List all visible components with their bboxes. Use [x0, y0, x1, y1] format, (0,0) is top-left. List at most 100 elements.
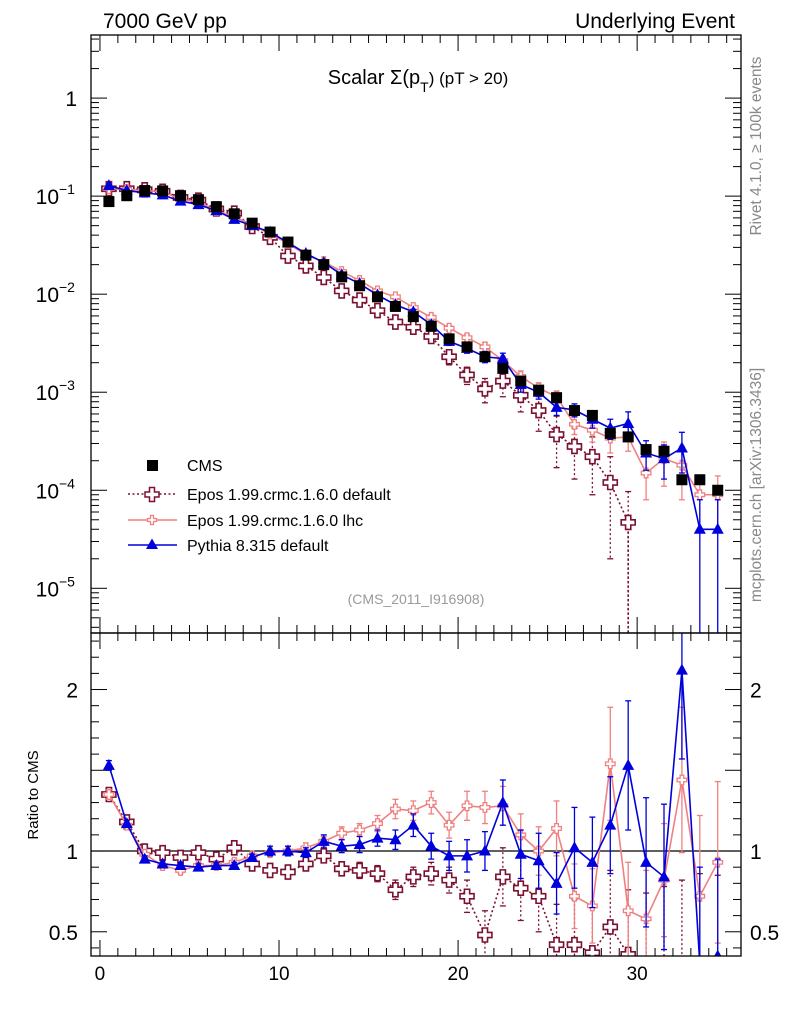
pythia-marker — [102, 179, 115, 191]
cms-data-point — [103, 196, 115, 208]
y-tick-exponent: −2 — [59, 279, 75, 295]
epos-default-marker — [351, 292, 368, 308]
cms-data-point — [246, 217, 258, 229]
y-tick-label: 10 — [36, 382, 59, 405]
epos-default-marker — [495, 869, 511, 885]
cms-data-point — [712, 484, 724, 496]
pythia-marker — [299, 846, 312, 858]
epos-lhc-marker — [425, 797, 437, 809]
pythia-marker — [568, 841, 581, 853]
epos-default-marker — [423, 865, 440, 882]
pythia-marker — [478, 844, 491, 856]
epos-lhc-marker — [354, 824, 366, 836]
epos-default-marker — [280, 864, 296, 880]
pythia-marker — [192, 860, 205, 872]
header-right: Underlying Event — [575, 10, 735, 33]
epos-default-marker — [459, 888, 475, 905]
epos-lhc-marker — [461, 332, 473, 344]
epos-default-marker — [369, 865, 386, 882]
epos-default-marker — [315, 269, 332, 286]
cms-data-point — [640, 444, 652, 456]
pythia-marker — [228, 859, 241, 871]
epos-default-marker — [333, 283, 350, 299]
epos-lhc-marker — [551, 822, 563, 834]
y-tick-exponent: −4 — [59, 475, 75, 491]
ratio-y-tick-label: 2 — [66, 680, 78, 703]
cms-data-point — [300, 249, 312, 261]
epos-default-marker — [405, 319, 422, 336]
cms-data-point — [551, 392, 563, 404]
epos-lhc-marker — [694, 489, 706, 501]
epos-default-marker — [548, 426, 565, 443]
legend-marker-epos-lhc — [146, 514, 158, 526]
cms-data-point — [425, 320, 437, 332]
y-tick-exponent: −3 — [59, 377, 75, 393]
pythia-marker — [353, 838, 366, 850]
y-tick-label: 10 — [36, 578, 59, 601]
epos-lhc-marker — [461, 800, 473, 812]
cms-data-point — [533, 384, 545, 396]
cms-data-point — [443, 333, 455, 345]
cms-data-point — [515, 375, 527, 387]
cms-data-point — [282, 236, 294, 248]
pythia-marker — [693, 522, 706, 534]
epos-lhc-ratio-line — [108, 763, 719, 920]
pythia-marker — [694, 958, 706, 969]
epos-lhc-marker — [676, 774, 688, 786]
epos-lhc-marker — [389, 803, 401, 815]
epos-default-marker — [711, 965, 725, 979]
pythia-marker — [317, 834, 330, 846]
epos-default-marker — [566, 936, 583, 953]
legend-label-epos-lhc: Epos 1.99.crmc.1.6.0 lhc — [187, 513, 363, 530]
pythia-marker — [335, 839, 348, 851]
pythia-marker — [281, 844, 294, 856]
pythia-marker — [514, 847, 527, 859]
epos-default-marker — [298, 856, 314, 872]
epos-default-marker — [693, 964, 707, 978]
epos-default-marker — [333, 860, 350, 877]
pythia-marker — [658, 870, 671, 882]
y-tick-label: 10 — [36, 284, 59, 307]
epos-default-marker — [512, 880, 529, 896]
y-tick-label: 1 — [65, 88, 77, 111]
pythia-line — [108, 184, 718, 531]
epos-default-marker — [477, 927, 493, 943]
cms-data-point — [694, 474, 706, 486]
epos-default-marker — [530, 402, 547, 419]
epos-default-marker — [620, 514, 636, 531]
epos-default-marker — [423, 328, 440, 345]
pythia-marker — [102, 758, 115, 770]
epos-default-marker — [584, 944, 601, 956]
epos-default-marker — [405, 869, 422, 885]
cms-data-point — [175, 190, 187, 202]
epos-default-marker — [584, 448, 601, 465]
pythia-marker — [586, 855, 599, 867]
legend-marker-epos-default — [144, 486, 160, 503]
pythia-marker — [246, 850, 259, 862]
epos-default-marker — [459, 367, 475, 383]
x-tick-label: 10 — [268, 964, 289, 985]
epos-default-marker — [602, 474, 619, 491]
ratio-plot-marks — [91, 633, 741, 979]
pythia-marker — [407, 818, 420, 830]
header-left: 7000 GeV pp — [103, 10, 227, 33]
plot-title: Scalar Σ(pT) (pT > 20) — [328, 67, 509, 95]
epos-lhc-marker — [479, 801, 491, 813]
ratio-ylabel: Ratio to CMS — [25, 750, 42, 839]
y-tick-label: 10 — [36, 480, 59, 503]
pythia-marker — [622, 758, 635, 770]
epos-default-marker — [387, 314, 404, 330]
epos-lhc-marker — [569, 890, 580, 902]
x-tick-label: 20 — [448, 964, 469, 985]
ratio-frame — [90, 632, 742, 957]
cms-data-point — [210, 201, 222, 213]
cms-data-point — [139, 185, 151, 197]
epos-default-marker — [226, 839, 243, 856]
epos-default-marker — [441, 348, 457, 365]
epos-lhc-marker — [569, 418, 580, 430]
epos-default-marker — [675, 962, 689, 976]
epos-lhc-marker — [407, 805, 419, 817]
epos-lhc-marker — [336, 827, 348, 839]
epos-default-marker — [530, 888, 547, 905]
ratio-y-tick-label: 0.5 — [49, 922, 78, 945]
